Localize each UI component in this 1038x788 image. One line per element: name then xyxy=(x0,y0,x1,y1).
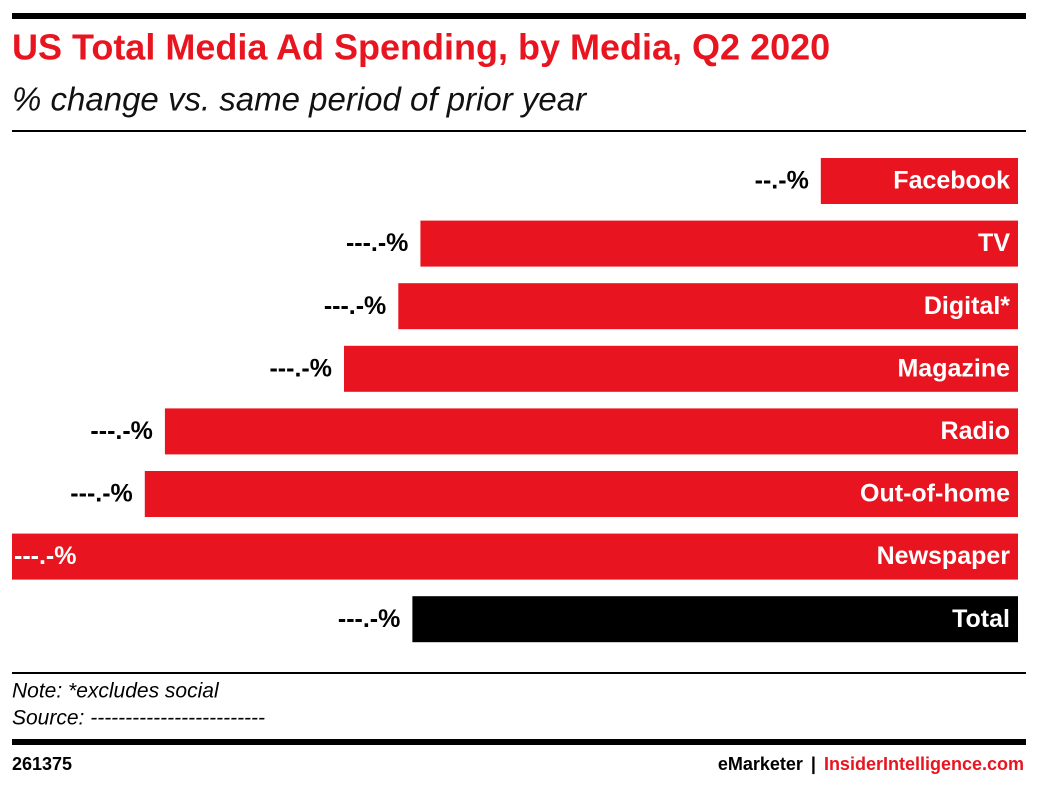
chart-id: 261375 xyxy=(12,754,72,774)
top-rule xyxy=(12,13,1026,19)
header-rule xyxy=(12,130,1026,132)
value-label: ---.-% xyxy=(324,292,386,320)
category-label: Radio xyxy=(941,417,1010,445)
bar xyxy=(12,533,1018,580)
bar xyxy=(343,345,1019,392)
chart-subtitle: % change vs. same period of prior year xyxy=(12,81,588,118)
footer-brand: eMarketer | InsiderIntelligence.com xyxy=(718,754,1024,774)
footer-rule xyxy=(12,672,1026,674)
category-label: Out-of-home xyxy=(860,480,1010,508)
note: Note: *excludes social xyxy=(12,680,220,703)
category-label: Digital* xyxy=(924,292,1010,320)
bar xyxy=(420,220,1018,267)
separator: | xyxy=(811,754,816,774)
value-label: ---.-% xyxy=(14,542,76,570)
category-label: Facebook xyxy=(893,167,1010,195)
category-label: Total xyxy=(952,605,1010,633)
value-label: ---.-% xyxy=(338,605,400,633)
source: Source: ------------------------- xyxy=(12,707,265,730)
bar xyxy=(820,158,1018,204)
brand: eMarketer xyxy=(718,754,803,774)
category-label: Magazine xyxy=(897,354,1010,382)
bar xyxy=(412,596,1018,643)
site: InsiderIntelligence.com xyxy=(824,754,1024,774)
chart-title: US Total Media Ad Spending, by Media, Q2… xyxy=(12,27,830,68)
bar xyxy=(398,283,1019,330)
bar xyxy=(164,408,1019,455)
value-label: ---.-% xyxy=(90,417,152,445)
value-label: ---.-% xyxy=(70,480,132,508)
category-label: TV xyxy=(978,229,1010,257)
bottom-rule xyxy=(12,739,1026,745)
value-label: ---.-% xyxy=(346,229,408,257)
bar xyxy=(144,471,1019,517)
value-label: ---.-% xyxy=(269,354,331,382)
category-label: Newspaper xyxy=(877,542,1011,570)
value-label: --.-% xyxy=(755,167,809,195)
